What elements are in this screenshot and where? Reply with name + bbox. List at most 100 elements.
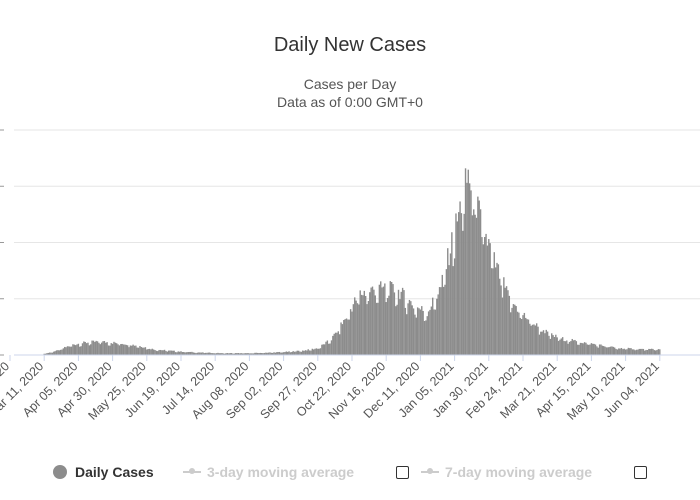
bar bbox=[195, 353, 197, 355]
bar bbox=[414, 314, 416, 355]
bar bbox=[302, 350, 304, 355]
bar bbox=[46, 353, 48, 355]
bar bbox=[72, 344, 74, 355]
bar bbox=[180, 351, 182, 355]
bar bbox=[311, 348, 314, 355]
bar bbox=[329, 343, 331, 355]
bar bbox=[380, 281, 382, 355]
bar bbox=[557, 340, 560, 355]
bar bbox=[222, 353, 225, 355]
bar bbox=[650, 348, 653, 355]
bar bbox=[404, 307, 407, 355]
bar bbox=[477, 196, 479, 355]
bar bbox=[114, 342, 117, 355]
bar bbox=[603, 346, 605, 355]
bar bbox=[490, 268, 493, 355]
bar bbox=[456, 221, 459, 355]
bar bbox=[639, 348, 642, 355]
bar bbox=[572, 340, 575, 355]
bar bbox=[582, 343, 584, 355]
bar bbox=[287, 351, 289, 355]
bar bbox=[492, 268, 494, 355]
bar bbox=[585, 342, 587, 355]
bar bbox=[619, 348, 621, 355]
bar bbox=[436, 298, 438, 355]
bar bbox=[243, 353, 245, 355]
bar bbox=[266, 352, 268, 355]
bar bbox=[501, 297, 504, 355]
bar bbox=[489, 243, 491, 355]
bar bbox=[561, 337, 564, 355]
bar bbox=[147, 349, 149, 355]
bar bbox=[111, 343, 114, 355]
bar bbox=[66, 346, 69, 355]
bar bbox=[43, 353, 45, 355]
bar bbox=[623, 348, 625, 355]
bar bbox=[516, 311, 519, 355]
bar bbox=[481, 237, 483, 355]
bar bbox=[533, 324, 535, 355]
bar bbox=[132, 344, 134, 355]
bar bbox=[519, 317, 521, 355]
bar bbox=[198, 352, 200, 355]
bar bbox=[359, 290, 361, 355]
bar bbox=[237, 353, 240, 355]
legend-item-3day-average[interactable]: 3-day moving average bbox=[183, 460, 354, 484]
bar bbox=[601, 345, 604, 355]
bar bbox=[117, 344, 119, 355]
bar bbox=[354, 297, 356, 355]
bar bbox=[74, 345, 77, 355]
checkbox-3day-average[interactable] bbox=[396, 466, 409, 479]
bar bbox=[470, 190, 472, 355]
bar bbox=[553, 336, 556, 355]
bar bbox=[273, 352, 275, 355]
bar bbox=[161, 350, 163, 355]
bar bbox=[51, 352, 54, 355]
bar bbox=[535, 323, 538, 355]
bar bbox=[291, 352, 293, 355]
bar bbox=[150, 349, 152, 355]
bar bbox=[451, 232, 453, 355]
bar bbox=[299, 351, 301, 355]
bar bbox=[68, 346, 70, 355]
bar bbox=[587, 344, 590, 355]
bar bbox=[129, 345, 132, 355]
bar bbox=[626, 349, 628, 355]
bar bbox=[624, 349, 627, 355]
bar bbox=[173, 350, 175, 355]
legend-item-7day-average[interactable]: 7-day moving average bbox=[421, 460, 592, 484]
bar bbox=[371, 286, 374, 355]
bar bbox=[136, 347, 138, 355]
bar bbox=[251, 353, 253, 355]
bar bbox=[340, 322, 342, 355]
bar bbox=[460, 213, 463, 355]
bar bbox=[200, 352, 203, 355]
bar bbox=[429, 309, 431, 355]
bar bbox=[399, 299, 401, 355]
bar bbox=[538, 334, 541, 355]
bar bbox=[522, 315, 524, 355]
bar bbox=[525, 317, 527, 355]
bar bbox=[265, 352, 267, 355]
bar bbox=[400, 291, 402, 355]
bar bbox=[634, 350, 636, 355]
bar bbox=[635, 349, 638, 355]
bar bbox=[193, 352, 196, 355]
bar bbox=[509, 312, 512, 355]
bar bbox=[81, 343, 84, 355]
legend-marker-daily-cases bbox=[53, 465, 67, 479]
bar bbox=[226, 353, 229, 355]
bar bbox=[318, 348, 320, 355]
bar bbox=[349, 309, 352, 355]
bar bbox=[355, 300, 357, 355]
bar bbox=[382, 286, 385, 355]
bar bbox=[162, 350, 164, 355]
bar bbox=[631, 349, 634, 355]
bar bbox=[589, 344, 591, 355]
bar bbox=[196, 352, 199, 355]
legend-item-daily-cases[interactable]: Daily Cases bbox=[53, 460, 154, 484]
bar bbox=[447, 248, 449, 355]
bar bbox=[434, 309, 437, 355]
bar bbox=[167, 350, 170, 355]
checkbox-7day-average[interactable] bbox=[634, 466, 647, 479]
